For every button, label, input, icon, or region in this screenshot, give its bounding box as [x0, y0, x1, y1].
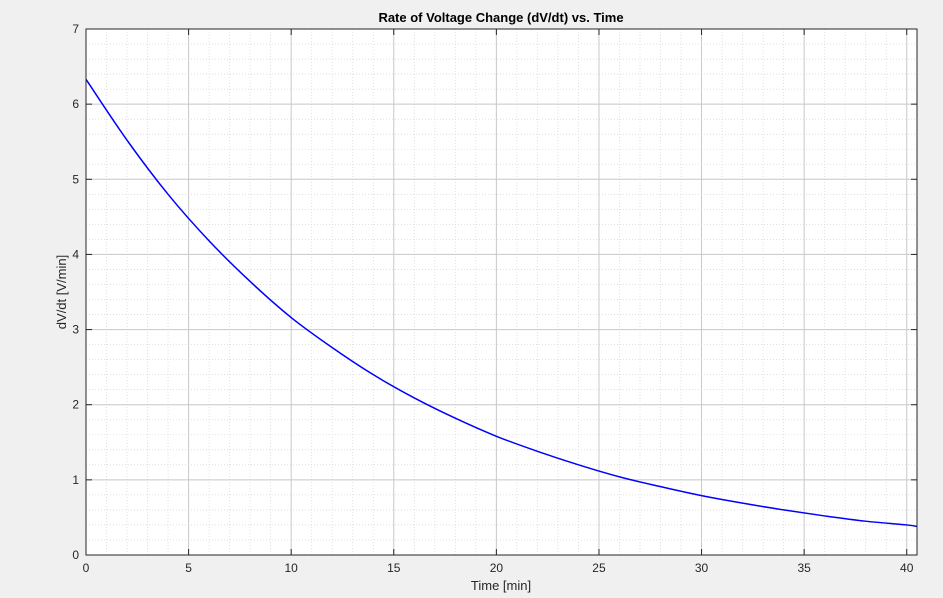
y-tick-label: 0: [72, 548, 79, 562]
y-tick-label: 4: [72, 247, 79, 261]
major-grid: [85, 29, 917, 555]
minor-grid: [86, 29, 917, 555]
chart-title: Rate of Voltage Change (dV/dt) vs. Time: [378, 10, 623, 25]
series-layer: [85, 78, 918, 528]
x-tick-label: 5: [185, 561, 192, 575]
y-tick-label: 7: [72, 22, 79, 36]
x-tick-label: 30: [695, 561, 709, 575]
plot-area: [86, 29, 917, 555]
x-tick-label: 25: [592, 561, 606, 575]
y-axis-label: dV/dt [V/min]: [54, 255, 69, 329]
x-tick-label: 10: [285, 561, 299, 575]
x-tick-label: 40: [900, 561, 914, 575]
y-tick-label: 2: [72, 398, 79, 412]
x-tick-label: 0: [83, 561, 90, 575]
y-tick-label: 3: [72, 323, 79, 337]
y-tick-label: 6: [72, 97, 79, 111]
x-axis-label: Time [min]: [471, 578, 531, 593]
x-tick-label: 35: [797, 561, 811, 575]
y-tick-labels: 0 1 2 3 4 5 6 7: [72, 22, 79, 562]
axis-ticks: [85, 28, 917, 556]
x-tick-labels: 0 5 10 15 20 25 30 35 40: [83, 561, 914, 575]
y-tick-label: 5: [72, 172, 79, 186]
plot-frame: [85, 28, 918, 556]
x-tick-label: 20: [490, 561, 504, 575]
series-line-dvdt: [85, 78, 918, 528]
y-tick-label: 1: [72, 473, 79, 487]
x-tick-label: 15: [387, 561, 401, 575]
